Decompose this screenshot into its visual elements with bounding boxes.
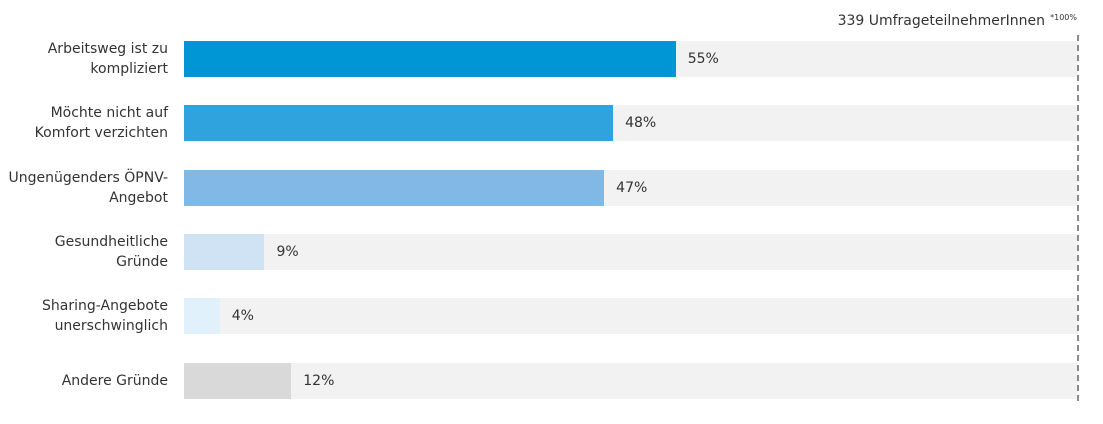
value-label: 4% [231, 308, 254, 325]
category-label: Möchte nicht auf Komfort verzichten [34, 105, 168, 142]
category-label: Gesundheitliche Gründe [54, 233, 168, 270]
bar [184, 233, 265, 270]
axis-end-line [1077, 35, 1079, 401]
bar-track [184, 233, 1078, 270]
value-label: 12% [303, 372, 335, 389]
bar [184, 298, 220, 335]
value-label: 55% [687, 51, 719, 67]
value-label: 47% [616, 179, 648, 196]
bar-track [184, 298, 1078, 335]
bar-track [184, 362, 1078, 399]
value-label: 9% [276, 243, 299, 260]
note: 339 UmfrageteilnehmerInnen [837, 13, 1045, 29]
bar [184, 41, 676, 77]
bar [184, 362, 292, 399]
bar [184, 169, 605, 206]
category-label: Ungenügenders ÖPNV-Angebot [8, 169, 168, 206]
bar [184, 105, 614, 142]
category-label: Andere Gründe [61, 372, 168, 389]
category-label: Sharing-Angebote unerschwinglich [42, 298, 168, 335]
value-label: 48% [625, 115, 657, 132]
note-superscript: *100% [1050, 13, 1077, 22]
category-label: Arbeitsweg ist zu kompliziert [47, 41, 168, 77]
